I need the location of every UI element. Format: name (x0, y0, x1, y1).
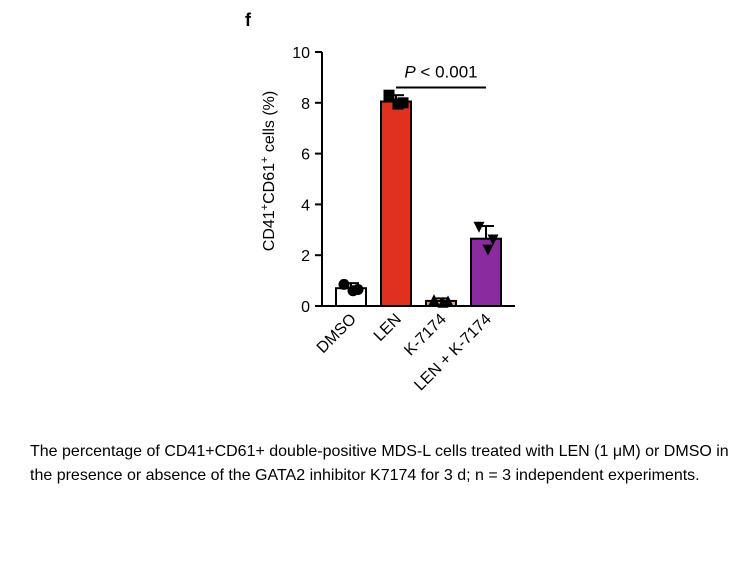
y-tick-label: 0 (301, 299, 310, 316)
data-point (482, 244, 494, 256)
data-point (338, 278, 350, 290)
x-tick-label: LEN (371, 311, 405, 345)
figure-caption: The percentage of CD41+CD61+ double-posi… (30, 443, 729, 484)
y-tick-label: 6 (301, 147, 310, 164)
bar (380, 100, 412, 307)
bar-group (470, 221, 502, 307)
y-axis-label: CD41+CD61+ cells (%) (259, 91, 278, 251)
y-tick-label: 10 (292, 45, 310, 62)
significance-label: P < 0.001 (404, 63, 477, 82)
y-tick-label: 4 (301, 197, 310, 214)
significance-annotation: P < 0.001 (396, 63, 486, 89)
x-tick-label: DMSO (314, 311, 360, 357)
x-tick-label: LEN + K-7174 (411, 311, 494, 394)
data-point (487, 234, 499, 246)
data-point (352, 283, 364, 295)
data-point (397, 97, 409, 109)
panel-label: f (245, 10, 252, 30)
chart-bars (335, 89, 502, 308)
data-point (442, 295, 454, 307)
bar-group (335, 278, 367, 308)
data-point (383, 89, 395, 101)
y-tick-label: 2 (301, 248, 310, 265)
data-point (428, 294, 440, 306)
data-point (473, 221, 485, 233)
bar-group (380, 89, 412, 307)
bar-group (425, 294, 457, 308)
y-tick-label: 8 (301, 96, 310, 113)
